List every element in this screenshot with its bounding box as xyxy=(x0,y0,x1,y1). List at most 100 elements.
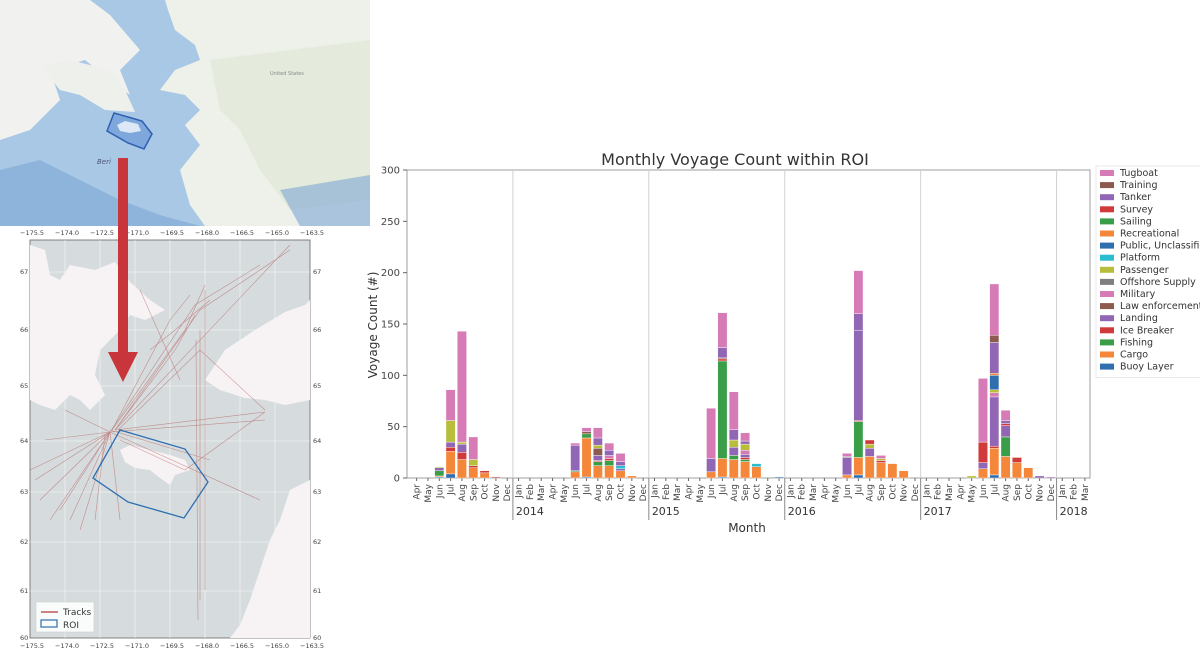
svg-text:−172.5: −172.5 xyxy=(90,642,114,650)
svg-text:−174.0: −174.0 xyxy=(55,642,79,650)
month-tick-label: Feb xyxy=(526,484,536,500)
bar-segment xyxy=(751,466,762,479)
bar-segment xyxy=(740,457,750,460)
legend-item-label: Platform xyxy=(1120,253,1160,264)
x-axis-label: Month xyxy=(728,521,766,535)
month-tick-label: Dec xyxy=(911,484,921,501)
legend-item-label: Public, Unclassified xyxy=(1120,241,1200,252)
bar-segment xyxy=(604,465,615,479)
bar-segment xyxy=(1000,420,1011,424)
bar-segment xyxy=(989,448,1000,476)
month-tick-label: Nov xyxy=(628,483,638,501)
month-tick-label: Sep xyxy=(1013,484,1023,501)
svg-text:66: 66 xyxy=(20,326,28,334)
month-tick-label: Jul xyxy=(583,484,593,496)
month-tick-label: Oct xyxy=(481,484,491,500)
bar-segment xyxy=(1023,467,1034,479)
month-tick-label: Jan xyxy=(650,484,660,499)
bar-segment xyxy=(1000,425,1011,438)
legend-swatch xyxy=(1100,327,1114,334)
month-tick-label: Nov xyxy=(492,483,502,501)
y-tick-label: 150 xyxy=(381,320,400,331)
svg-text:−169.5: −169.5 xyxy=(160,229,184,237)
y-tick-label: 250 xyxy=(381,217,400,228)
bar-segment xyxy=(1000,423,1011,426)
svg-text:63: 63 xyxy=(313,488,321,496)
sea-label: Beri xyxy=(97,158,111,166)
svg-text:−165.0: −165.0 xyxy=(265,229,289,237)
bar-segment xyxy=(989,283,1000,336)
bar-segment xyxy=(593,465,603,479)
zoom-arrow-icon xyxy=(108,158,138,382)
bar-segment xyxy=(706,458,716,473)
bar-segment xyxy=(989,396,1000,447)
bar-segment xyxy=(1012,457,1022,463)
bar-segment xyxy=(434,467,445,472)
legend-item-label: Military xyxy=(1120,289,1156,300)
month-tick-label: Feb xyxy=(662,484,672,500)
month-tick-label: Dec xyxy=(1047,484,1057,501)
legend-swatch xyxy=(1100,230,1114,237)
svg-text:−166.5: −166.5 xyxy=(230,642,254,650)
bar-segment xyxy=(479,472,490,479)
bar-segment xyxy=(740,461,750,479)
month-tick-label: Mar xyxy=(537,484,547,501)
month-tick-label: Jan xyxy=(786,484,796,499)
bar-segment xyxy=(864,448,875,457)
bar-segment xyxy=(989,445,1000,449)
legend-swatch xyxy=(1100,266,1114,273)
month-tick-label: May xyxy=(832,483,842,502)
bar-segment xyxy=(728,391,739,430)
month-tick-label: Oct xyxy=(617,484,627,500)
bar-segment xyxy=(978,468,988,479)
svg-text:66: 66 xyxy=(313,326,321,334)
bar-segment xyxy=(457,443,467,453)
track-map-y-ticks: 67 66 65 64 63 62 61 60 67 66 65 64 63 62 61 60 xyxy=(20,268,321,642)
month-tick-label: Apr xyxy=(684,484,694,500)
bar-segment xyxy=(740,450,750,455)
bar-segment xyxy=(581,437,592,478)
bar-segment xyxy=(1000,456,1011,479)
bar-segment xyxy=(989,474,1000,479)
svg-text:−169.5: −169.5 xyxy=(160,642,184,650)
month-tick-label: Sep xyxy=(605,484,615,501)
roi-polygon xyxy=(92,429,209,519)
month-tick-label: Feb xyxy=(1070,484,1080,500)
tracks-lines xyxy=(29,244,291,621)
bar-segment xyxy=(479,470,490,474)
month-tick-label: Mar xyxy=(809,484,819,501)
svg-text:60: 60 xyxy=(20,634,28,642)
bar-segment xyxy=(853,270,864,314)
bar-segment xyxy=(604,460,615,466)
legend-item-label: Cargo xyxy=(1120,350,1148,361)
legend-item-label: Buoy Layer xyxy=(1120,362,1174,373)
bar-segment xyxy=(468,467,479,479)
bar-segment xyxy=(593,444,603,449)
legend-swatch xyxy=(1100,206,1114,213)
month-tick-label: Nov xyxy=(900,483,910,501)
month-tick-label: Jun xyxy=(843,484,853,499)
maps-svg: Beri United States −175.5 −174.0 −172.5 −1… xyxy=(0,0,370,650)
month-tick-label: Sep xyxy=(741,484,751,501)
bar-segment xyxy=(593,455,603,461)
bar-segment xyxy=(570,444,581,472)
bar-segment xyxy=(774,476,784,479)
bar-segment xyxy=(581,427,592,432)
bar-segment xyxy=(853,421,864,458)
bar-segment xyxy=(864,443,875,449)
y-tick-label: 50 xyxy=(387,422,400,433)
chart-title: Monthly Voyage Count within ROI xyxy=(601,150,869,169)
bar-segment xyxy=(728,429,739,441)
bar-segment xyxy=(604,455,615,459)
svg-text:−171.0: −171.0 xyxy=(125,229,149,237)
svg-text:−163.5: −163.5 xyxy=(300,642,324,650)
bar-segment xyxy=(706,471,716,479)
bar-segment xyxy=(445,389,456,421)
bar-segment xyxy=(593,448,603,456)
bar-segment xyxy=(876,455,886,459)
svg-text:67: 67 xyxy=(313,268,321,276)
month-tick-label: Jul xyxy=(718,484,728,496)
bar-segment xyxy=(876,460,886,463)
month-tick-label: Apr xyxy=(820,484,830,500)
bar-segment xyxy=(842,474,852,479)
